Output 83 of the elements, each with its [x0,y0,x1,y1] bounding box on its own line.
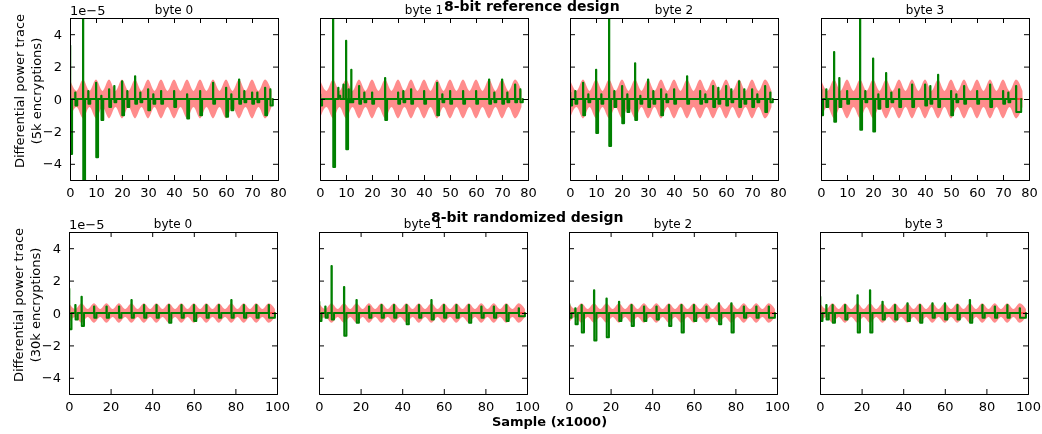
text: 1e−5 [69,217,105,232]
y-axis-title: Differential power trace (30k encryptions) [11,227,43,383]
x-tick-label: 60 [969,185,986,201]
x-tick-label: 40 [895,399,912,415]
x-tick-label: 70 [244,185,261,201]
x-tick-label: 10 [839,185,856,201]
chart-title: byte 0 [154,3,194,17]
chart-title: byte 2 [653,217,693,231]
x-tick-label: 60 [937,399,954,415]
y-tick-label: −2 [42,124,62,140]
x-tick-label: 40 [394,399,411,415]
x-tick-label: 40 [416,185,433,201]
x-tick-label: 50 [442,185,459,201]
x-tick-label: 50 [192,185,209,201]
x-axis-title: Sample (x1000) [491,414,608,429]
x-tick-label: 0 [66,185,75,201]
y-tick-label: 0 [52,305,61,321]
x-tick-label: 70 [494,185,511,201]
x-tick-label: 30 [140,185,157,201]
x-tick-label: 20 [853,399,871,415]
x-tick-label: 0 [565,399,574,415]
y-tick-label: 2 [52,273,61,289]
x-tick-label: 50 [692,185,709,201]
x-tick-label: 0 [316,185,325,201]
x-tick-label: 100 [765,399,790,415]
x-tick-label: 40 [644,399,661,415]
x-tick-label: 100 [515,399,540,415]
x-tick-label: 70 [995,185,1012,201]
x-tick-label: 80 [270,185,287,201]
x-tick-label: 20 [114,185,131,201]
x-tick-label: 80 [227,399,245,415]
x-tick-label: 50 [943,185,960,201]
x-tick-label: 30 [390,185,407,201]
y-tick-label: −4 [41,370,61,386]
x-tick-label: 20 [102,399,120,415]
x-tick-label: 0 [566,185,575,201]
x-tick-label: 20 [602,399,620,415]
x-tick-label: 80 [477,399,495,415]
x-tick-label: 60 [686,399,703,415]
x-tick-label: 70 [744,185,761,201]
chart-title: byte 1 [404,3,444,17]
x-tick-label: 60 [436,399,453,415]
chart-title: byte 0 [153,217,193,231]
x-tick-label: 30 [891,185,908,201]
chart-title: byte 2 [654,3,694,17]
y-tick-label: 4 [53,26,62,42]
y-axis-title: Differential power trace (5k encryptions) [12,13,44,169]
x-tick-label: 0 [65,399,74,415]
x-tick-label: 20 [352,399,370,415]
x-tick-label: 0 [817,185,826,201]
x-tick-label: 60 [186,399,203,415]
chart-subtitle: 8-bit reference design [444,0,620,14]
x-tick-label: 80 [978,399,996,415]
x-tick-label: 80 [770,185,787,201]
x-tick-label: 10 [88,185,105,201]
x-tick-label: 40 [917,185,934,201]
x-tick-label: 0 [315,399,324,415]
x-tick-label: 20 [865,185,882,201]
y-tick-label: −4 [42,156,62,172]
x-tick-label: 100 [265,399,290,415]
x-tick-label: 60 [468,185,485,201]
y-tick-label: 4 [52,240,61,256]
x-tick-label: 20 [614,185,631,201]
x-tick-label: 80 [727,399,745,415]
text: 1e−5 [70,3,106,18]
x-tick-label: 40 [144,399,161,415]
x-tick-label: 80 [1021,185,1038,201]
y-tick-label: 2 [53,59,62,75]
x-tick-label: 20 [364,185,381,201]
x-tick-label: 30 [640,185,657,201]
x-tick-label: 40 [666,185,683,201]
chart-title: byte 3 [905,3,945,17]
x-tick-label: 80 [520,185,537,201]
x-tick-label: 0 [816,399,825,415]
x-tick-label: 60 [718,185,735,201]
x-tick-label: 100 [1016,399,1041,415]
x-tick-label: 10 [338,185,355,201]
x-tick-label: 40 [166,185,183,201]
y-tick-label: −2 [41,338,61,354]
chart-title: byte 3 [904,217,944,231]
x-tick-label: 10 [588,185,605,201]
x-tick-label: 60 [218,185,235,201]
y-tick-label: 0 [53,91,62,107]
